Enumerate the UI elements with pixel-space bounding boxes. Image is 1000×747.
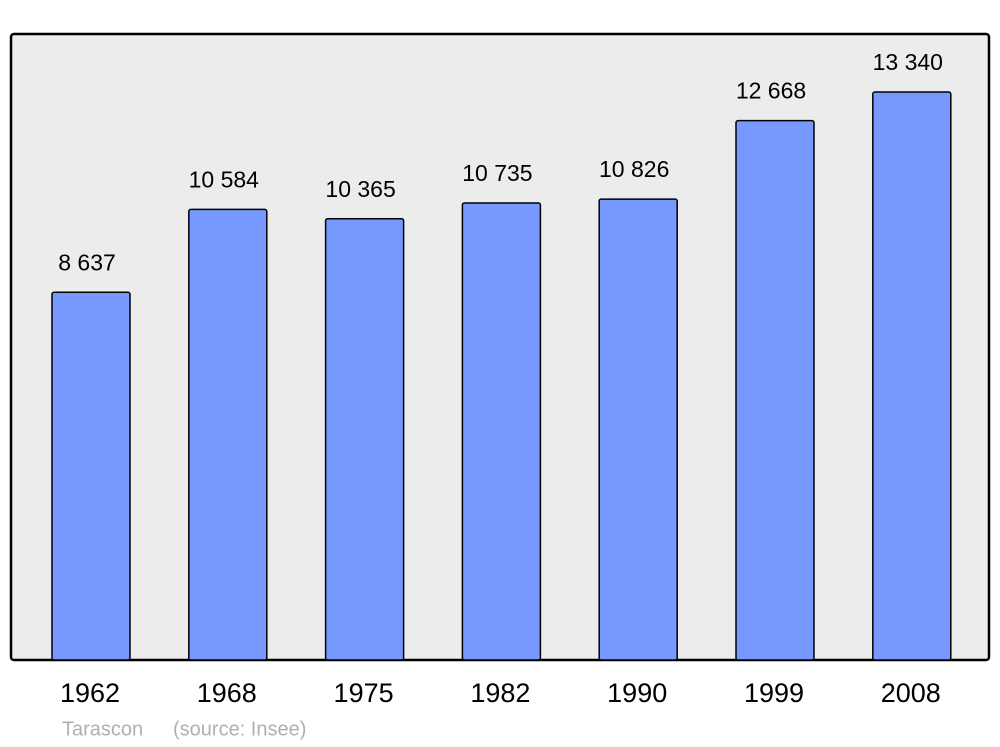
bar <box>324 217 405 661</box>
value-label: 10 735 <box>462 160 532 186</box>
value-label: 13 340 <box>873 49 943 75</box>
x-tick-label: 1968 <box>197 678 257 708</box>
x-tick-label: 1999 <box>744 678 804 708</box>
bar <box>188 208 268 661</box>
value-label: 10 365 <box>325 176 395 202</box>
x-tick-label: 1975 <box>334 678 394 708</box>
bar <box>735 119 815 661</box>
value-label: 12 668 <box>736 78 806 104</box>
x-tick-label: 1990 <box>607 678 667 708</box>
value-label: 10 826 <box>599 156 669 182</box>
x-tick-label: 1982 <box>470 678 530 708</box>
source-caption: (source: Insee) <box>173 718 306 740</box>
bar <box>461 202 542 661</box>
x-tick-label: 1962 <box>60 678 120 708</box>
bar <box>872 91 952 661</box>
x-tick-label: 2008 <box>881 678 941 708</box>
bar <box>51 291 131 661</box>
value-label: 8 637 <box>58 249 116 275</box>
place-caption: Tarascon <box>62 718 143 740</box>
bar <box>598 198 678 661</box>
value-label: 10 584 <box>189 166 260 192</box>
